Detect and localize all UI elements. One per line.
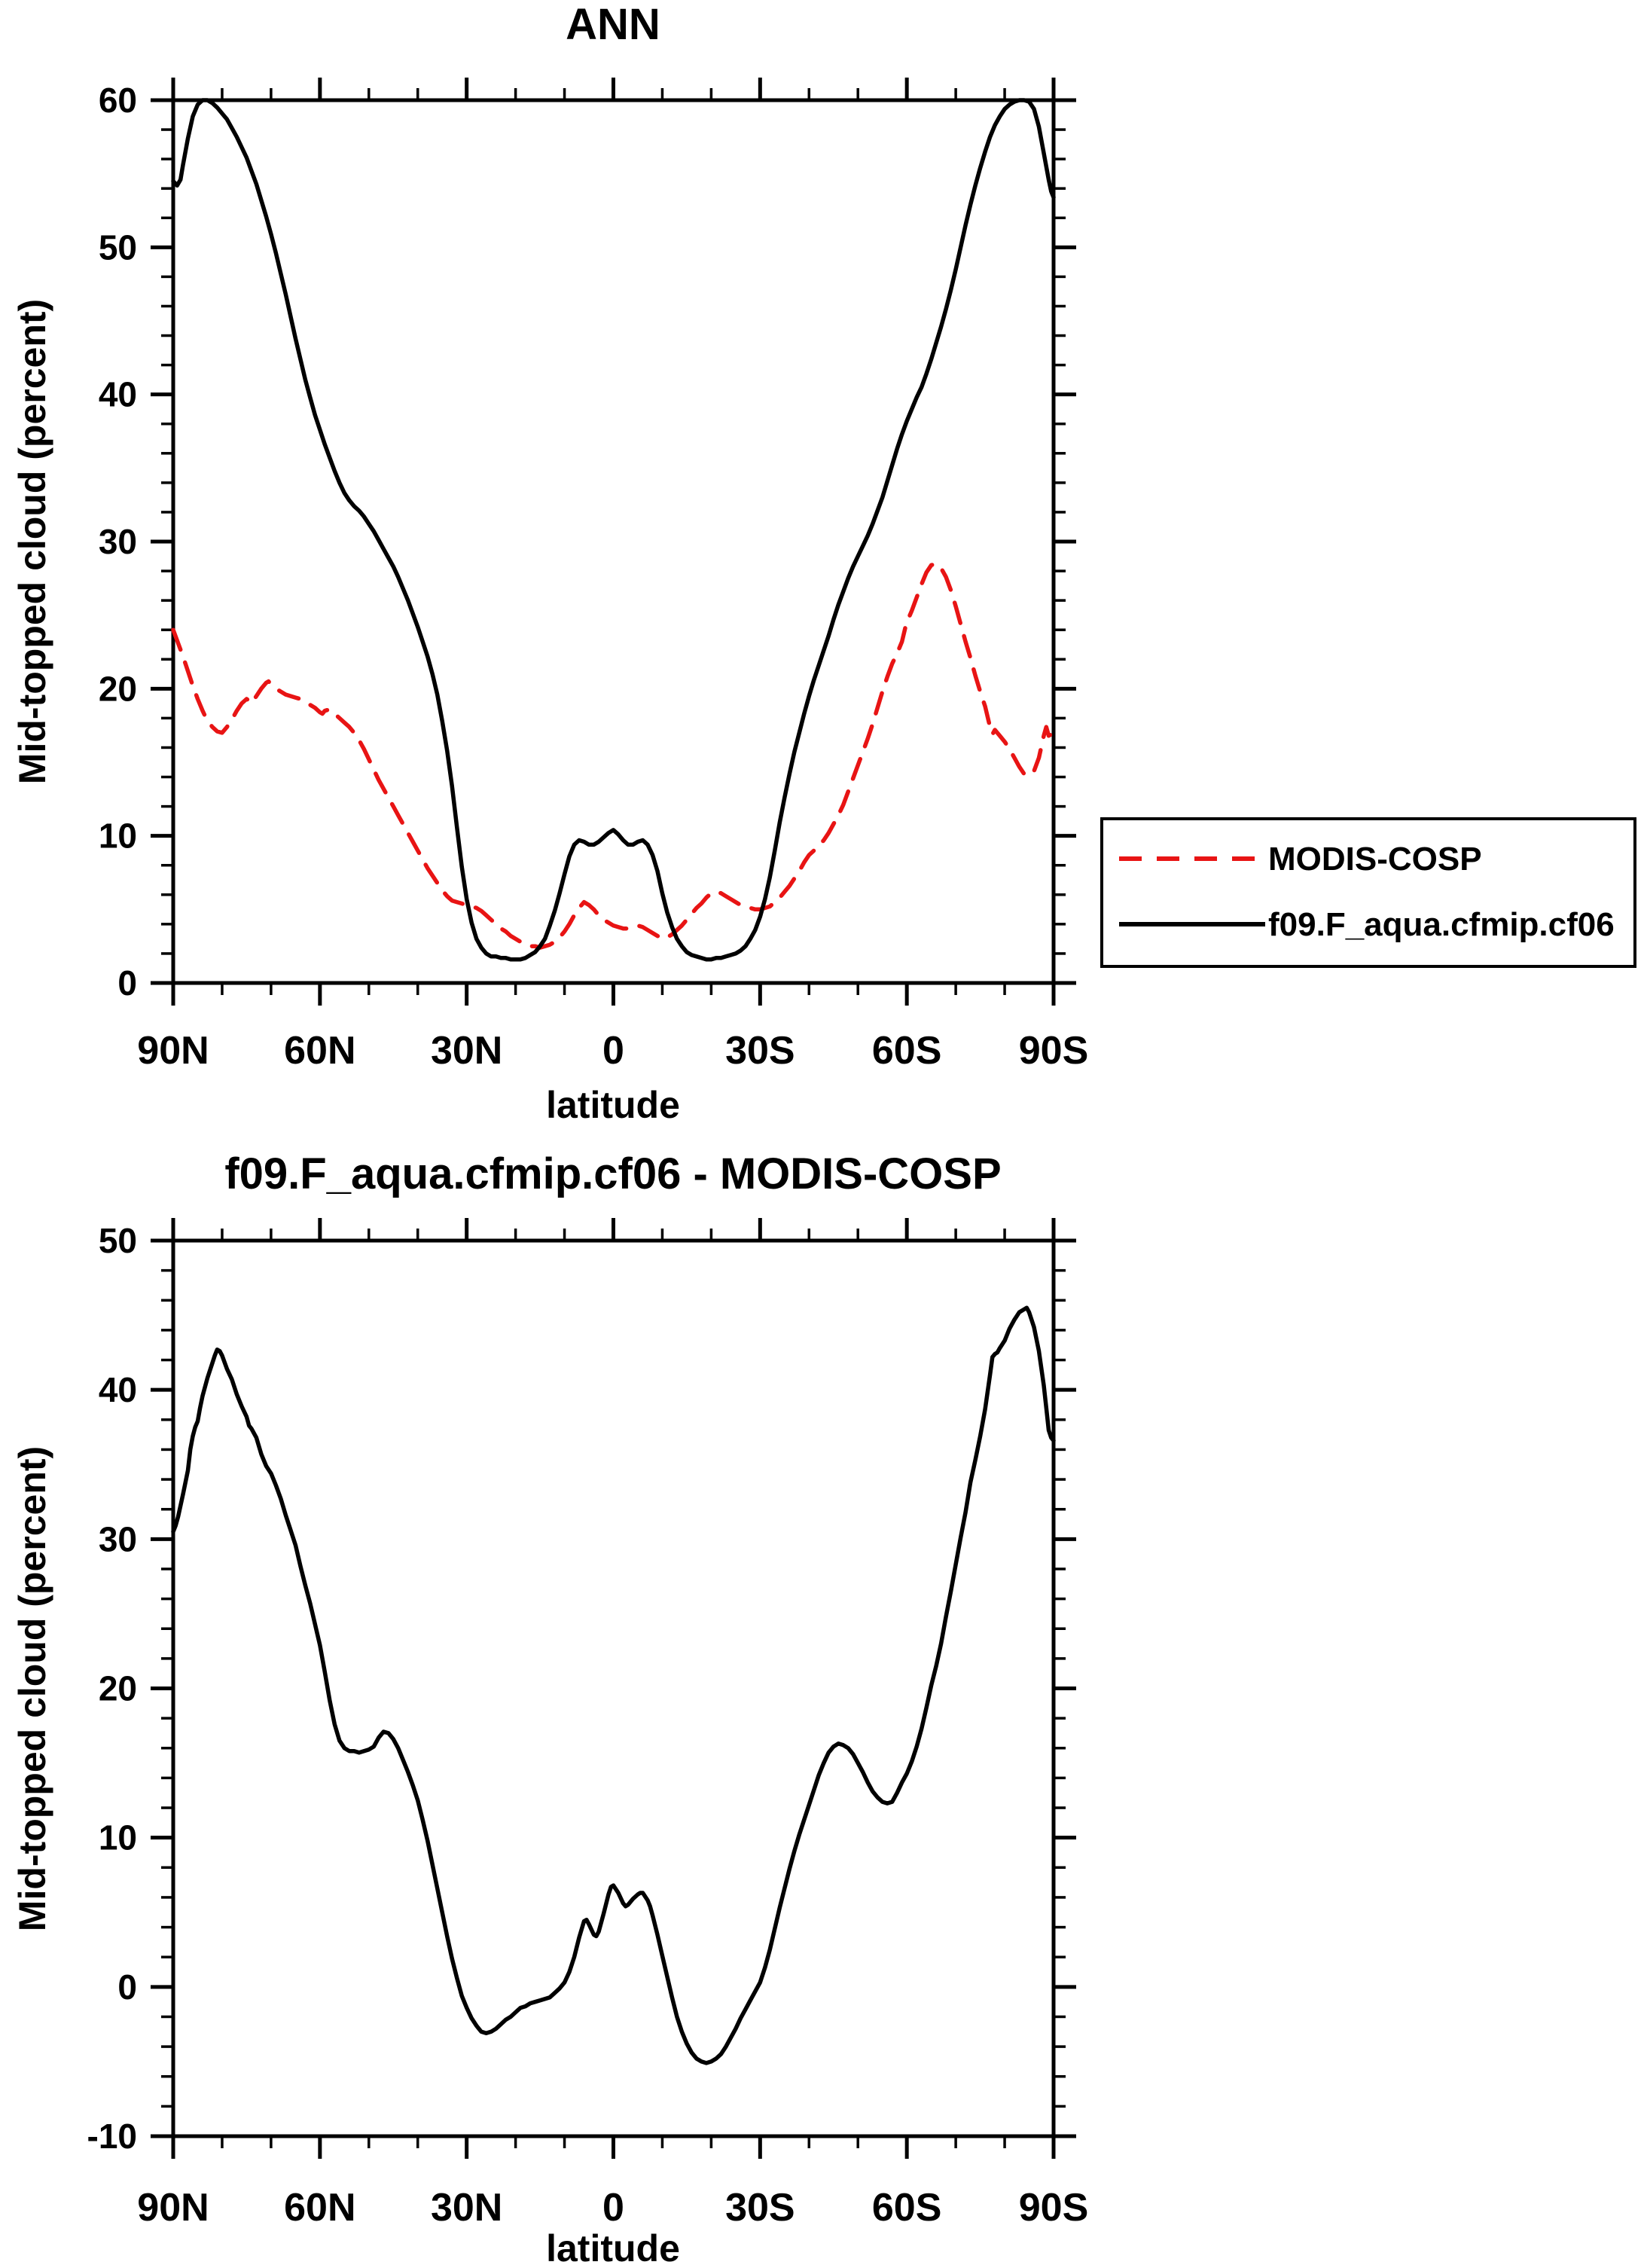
- plot-border: [171, 1238, 1056, 2138]
- difference-curve: [171, 1305, 1056, 2065]
- y-tick-label: 10: [99, 817, 137, 856]
- bottom-axis-ticks: [151, 1218, 1076, 2159]
- model-curve: [171, 98, 1056, 962]
- y-tick-label: -10: [87, 2117, 137, 2156]
- x-tick-label: 0: [602, 2186, 624, 2230]
- y-tick-label: 20: [99, 1669, 137, 1708]
- y-tick-label: 40: [99, 1370, 137, 1409]
- x-tick-label: 60N: [284, 2186, 355, 2230]
- plot-border: [171, 98, 1056, 985]
- y-tick-label: 50: [99, 227, 137, 267]
- legend-label-model: f09.F_aqua.cfmip.cf06: [1268, 906, 1615, 943]
- top-chart-title: ANN: [566, 0, 660, 49]
- y-tick-label: 10: [99, 1818, 137, 1857]
- y-tick-label: 60: [99, 81, 137, 120]
- bottom-x-axis-title: latitude: [546, 2227, 680, 2268]
- legend: MODIS-COSP f09.F_aqua.cfmip.cf06: [1100, 817, 1636, 968]
- x-tick-label: 30S: [725, 2186, 795, 2230]
- x-tick-label: 30N: [431, 2186, 502, 2230]
- x-tick-label: 60N: [284, 1029, 355, 1073]
- x-tick-label: 30N: [431, 1029, 502, 1073]
- bottom-y-axis-title: Mid-topped cloud (percent): [11, 1446, 53, 1931]
- x-tick-label: 90N: [137, 1029, 209, 1073]
- top-axis-ticks: [151, 78, 1076, 1006]
- y-tick-label: 40: [99, 375, 137, 414]
- bottom-y-tick-labels: -10 0 10 20 30 40 50: [87, 1221, 137, 2156]
- top-y-tick-labels: 0 10 20 30 40 50 60: [99, 81, 137, 1003]
- top-x-tick-labels: 90N 60N 30N 0 30S 60S 90S: [137, 1029, 1088, 1073]
- y-tick-label: 20: [99, 669, 137, 708]
- y-tick-label: 0: [117, 963, 137, 1003]
- y-tick-label: 50: [99, 1221, 137, 1260]
- bottom-x-tick-labels: 90N 60N 30N 0 30S 60S 90S: [137, 2186, 1088, 2230]
- top-y-axis-title: Mid-topped cloud (percent): [11, 299, 53, 784]
- y-tick-label: 30: [99, 1519, 137, 1558]
- modis-cosp-curve: [171, 561, 1056, 950]
- legend-label-modis-cosp: MODIS-COSP: [1268, 841, 1482, 878]
- x-tick-label: 90N: [137, 2186, 209, 2230]
- x-tick-label: 60S: [872, 2186, 942, 2230]
- x-tick-label: 90S: [1019, 1029, 1089, 1073]
- top-chart-curves: [171, 98, 1056, 962]
- top-plot-frame: [171, 98, 1056, 985]
- top-x-axis-title: latitude: [546, 1084, 680, 1126]
- x-tick-label: 90S: [1019, 2186, 1089, 2230]
- y-tick-label: 0: [117, 1967, 137, 2007]
- legend-box: [1100, 817, 1636, 968]
- bottom-chart-title: f09.F_aqua.cfmip.cf06 - MODIS-COSP: [224, 1149, 1001, 1198]
- bottom-chart-curves: [171, 1305, 1056, 2065]
- y-tick-label: 30: [99, 522, 137, 561]
- x-tick-label: 60S: [872, 1029, 942, 1073]
- x-tick-label: 0: [602, 1029, 624, 1073]
- bottom-plot-frame: [171, 1238, 1056, 2138]
- x-tick-label: 30S: [725, 1029, 795, 1073]
